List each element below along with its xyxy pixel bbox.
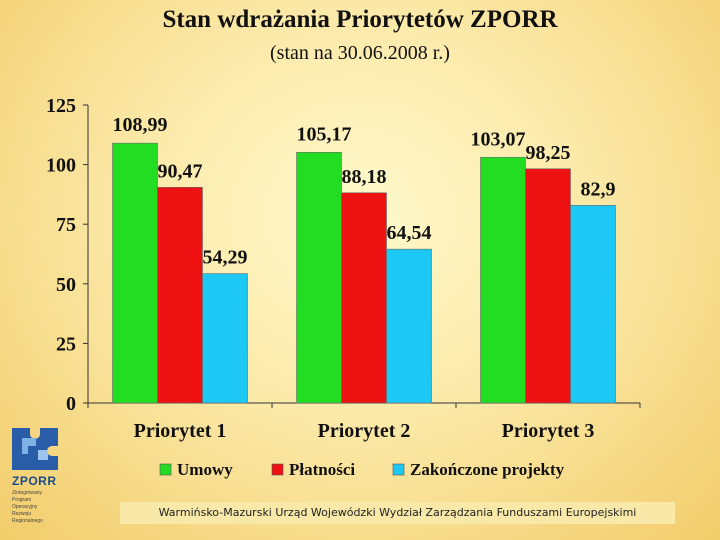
bar [202,273,248,404]
data-label: 108,99 [113,114,168,136]
logo-line: Zintegrowany [12,490,43,496]
legend-swatch [271,463,284,476]
y-tick-label: 0 [66,393,76,415]
x-tick-label: Priorytet 2 [318,420,411,442]
zporr-logo: ZPORR Zintegrowany Program Operacyjny Ro… [8,422,66,534]
data-label: 98,25 [526,142,571,164]
legend-label: Płatności [289,460,355,479]
bar [386,248,432,404]
data-label: 105,17 [297,123,352,145]
puzzle-logo-icon [12,428,58,470]
bar [570,205,616,404]
logo-name: ZPORR [12,474,57,488]
data-label: 103,07 [471,128,526,150]
legend-label: Zakończone projekty [410,460,565,479]
x-tick-label: Priorytet 3 [502,420,595,442]
logo-line: Program [12,497,32,503]
y-tick-label: 75 [56,214,76,236]
legend-swatch [392,463,405,476]
logo-line: Rozwoju [12,511,32,517]
x-tick-label: Priorytet 1 [134,420,227,442]
data-label: 88,18 [342,166,387,188]
chart-subtitle: (stan na 30.06.2008 r.) [270,42,450,64]
bar [157,187,203,404]
bar [112,142,158,404]
data-label: 82,9 [581,178,616,200]
data-label: 64,54 [387,222,432,244]
y-tick-label: 25 [56,333,76,355]
bar [341,192,387,404]
y-tick-label: 50 [56,274,76,296]
legend-swatch [159,463,172,476]
bar [525,168,571,404]
bar [480,156,526,404]
footer-text: Warmińsko-Mazurski Urząd Wojewódzki Wydz… [120,502,675,524]
logo-subtitle: Zintegrowany Program Operacyjny Rozwoju … [12,490,64,525]
bar [296,151,342,404]
y-tick-label: 100 [46,155,76,177]
data-label: 90,47 [158,160,203,182]
legend-label: Umowy [177,460,233,479]
data-label: 54,29 [203,247,248,269]
y-tick-label: 125 [46,95,76,117]
logo-line: Regionalnego [12,518,43,524]
logo-line: Operacyjny [12,504,38,510]
chart-title: Stan wdrażania Priorytetów ZPORR [162,6,558,33]
